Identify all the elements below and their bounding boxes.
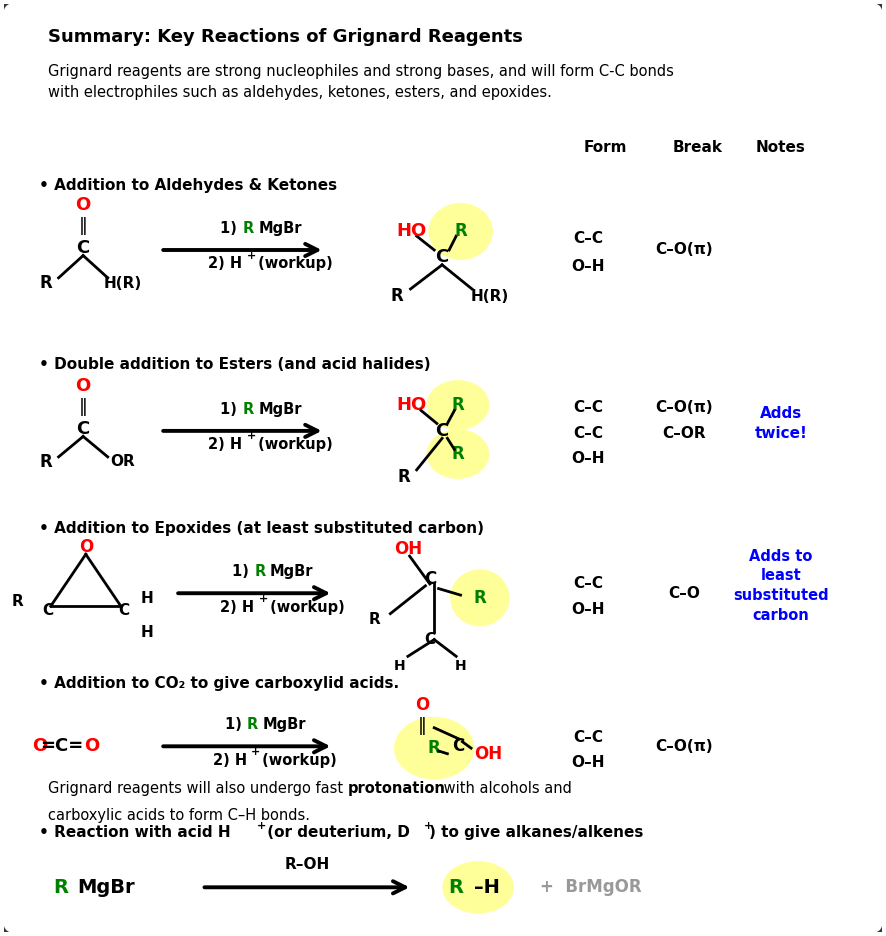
Text: O: O <box>75 197 90 214</box>
Text: 2) H: 2) H <box>221 600 254 615</box>
Text: 2) H: 2) H <box>208 256 243 271</box>
Text: (or deuterium, D: (or deuterium, D <box>262 825 410 841</box>
Text: C: C <box>76 239 89 257</box>
Text: R: R <box>455 223 467 241</box>
Text: =C=: =C= <box>41 738 83 755</box>
Text: O–H: O–H <box>571 755 604 770</box>
Text: Summary: Key Reactions of Grignard Reagents: Summary: Key Reactions of Grignard Reage… <box>48 28 523 46</box>
Text: O: O <box>32 738 47 755</box>
Text: C–O(π): C–O(π) <box>656 242 713 257</box>
Text: R–OH: R–OH <box>284 856 330 871</box>
Text: 2) H: 2) H <box>208 437 243 452</box>
Text: Grignard reagents are strong nucleophiles and strong bases, and will form C-C bo: Grignard reagents are strong nucleophile… <box>48 64 674 100</box>
Text: C–O(π): C–O(π) <box>656 401 713 416</box>
Text: (workup): (workup) <box>253 256 333 271</box>
Text: R: R <box>448 878 463 897</box>
Text: C–OR: C–OR <box>663 426 706 441</box>
Text: O–H: O–H <box>571 259 604 274</box>
Text: Form: Form <box>584 140 627 155</box>
Text: Adds to
least
substituted
carbon: Adds to least substituted carbon <box>733 548 828 623</box>
Text: (workup): (workup) <box>257 753 338 768</box>
Text: +: + <box>259 593 268 604</box>
Ellipse shape <box>429 204 492 259</box>
Text: C–C: C–C <box>573 401 602 416</box>
Text: Grignard reagents will also undergo fast: Grignard reagents will also undergo fast <box>48 781 348 796</box>
Text: MgBr: MgBr <box>258 402 302 417</box>
Text: • Double addition to Esters (and acid halides): • Double addition to Esters (and acid ha… <box>39 357 431 372</box>
Text: with alcohols and: with alcohols and <box>439 781 571 796</box>
Text: R: R <box>12 594 23 609</box>
Text: C–C: C–C <box>573 231 602 246</box>
Text: Adds
twice!: Adds twice! <box>755 406 807 441</box>
Text: C: C <box>118 604 129 619</box>
Text: H: H <box>393 659 405 673</box>
Text: H(R): H(R) <box>470 289 509 304</box>
Text: C: C <box>436 248 448 267</box>
Text: R: R <box>54 878 69 897</box>
Text: • Reaction with acid H: • Reaction with acid H <box>39 825 231 841</box>
Text: (workup): (workup) <box>253 437 333 452</box>
Text: +: + <box>424 821 433 831</box>
Text: H: H <box>141 592 153 607</box>
Text: R: R <box>390 287 403 305</box>
Text: O–H: O–H <box>571 603 604 618</box>
Text: • Addition to Aldehydes & Ketones: • Addition to Aldehydes & Ketones <box>39 178 338 193</box>
Text: C: C <box>424 570 436 589</box>
Text: O: O <box>79 538 93 556</box>
Text: C: C <box>43 604 54 619</box>
Text: R: R <box>247 718 258 733</box>
Text: MgBr: MgBr <box>77 878 135 897</box>
Text: ‖: ‖ <box>79 217 88 235</box>
Text: C: C <box>436 422 448 440</box>
Text: • Addition to CO₂ to give carboxylid acids.: • Addition to CO₂ to give carboxylid aci… <box>39 676 400 691</box>
Text: 2) H: 2) H <box>213 753 247 768</box>
Text: C: C <box>424 632 435 647</box>
Text: R: R <box>452 396 464 414</box>
Text: +: + <box>252 747 260 757</box>
Text: R: R <box>428 739 440 757</box>
Text: • Addition to Epoxides (at least substituted carbon): • Addition to Epoxides (at least substit… <box>39 520 485 535</box>
Text: 1): 1) <box>221 402 243 417</box>
Text: R: R <box>473 589 486 607</box>
Text: R: R <box>452 446 464 463</box>
Text: C: C <box>452 738 464 755</box>
Text: +: + <box>247 431 256 442</box>
Text: –H: –H <box>474 878 500 897</box>
Text: MgBr: MgBr <box>258 221 302 236</box>
Text: C–O(π): C–O(π) <box>656 739 713 753</box>
Text: OR: OR <box>110 454 135 469</box>
Text: ) to give alkanes/alkenes: ) to give alkanes/alkenes <box>429 825 643 841</box>
Text: OH: OH <box>474 745 501 763</box>
Text: R: R <box>369 612 380 627</box>
Text: O: O <box>84 738 99 755</box>
Text: C–O: C–O <box>668 586 700 601</box>
Text: R: R <box>243 221 253 236</box>
Text: 1): 1) <box>232 564 254 579</box>
Text: Break: Break <box>672 140 722 155</box>
Text: O: O <box>415 695 429 713</box>
Ellipse shape <box>395 718 474 779</box>
Text: R: R <box>40 452 52 471</box>
Text: C–C: C–C <box>573 577 602 592</box>
Text: (workup): (workup) <box>265 600 345 615</box>
Text: R: R <box>243 402 253 417</box>
Text: MgBr: MgBr <box>270 564 314 579</box>
Text: ‖: ‖ <box>79 398 88 416</box>
Text: R: R <box>40 274 52 292</box>
Text: H: H <box>455 659 466 673</box>
Text: protonation: protonation <box>348 781 446 796</box>
Text: +: + <box>257 821 266 831</box>
Text: HO: HO <box>396 396 427 414</box>
Text: carboxylic acids to form C–H bonds.: carboxylic acids to form C–H bonds. <box>48 809 310 824</box>
Text: O: O <box>75 377 90 395</box>
Text: O–H: O–H <box>571 451 604 466</box>
Text: +: + <box>247 251 256 260</box>
Text: MgBr: MgBr <box>262 718 307 733</box>
Text: C: C <box>76 420 89 438</box>
Text: C–C: C–C <box>573 729 602 744</box>
Text: C–C: C–C <box>573 426 602 441</box>
Text: H: H <box>141 624 153 639</box>
Text: R: R <box>254 564 266 579</box>
Text: 1): 1) <box>221 221 243 236</box>
